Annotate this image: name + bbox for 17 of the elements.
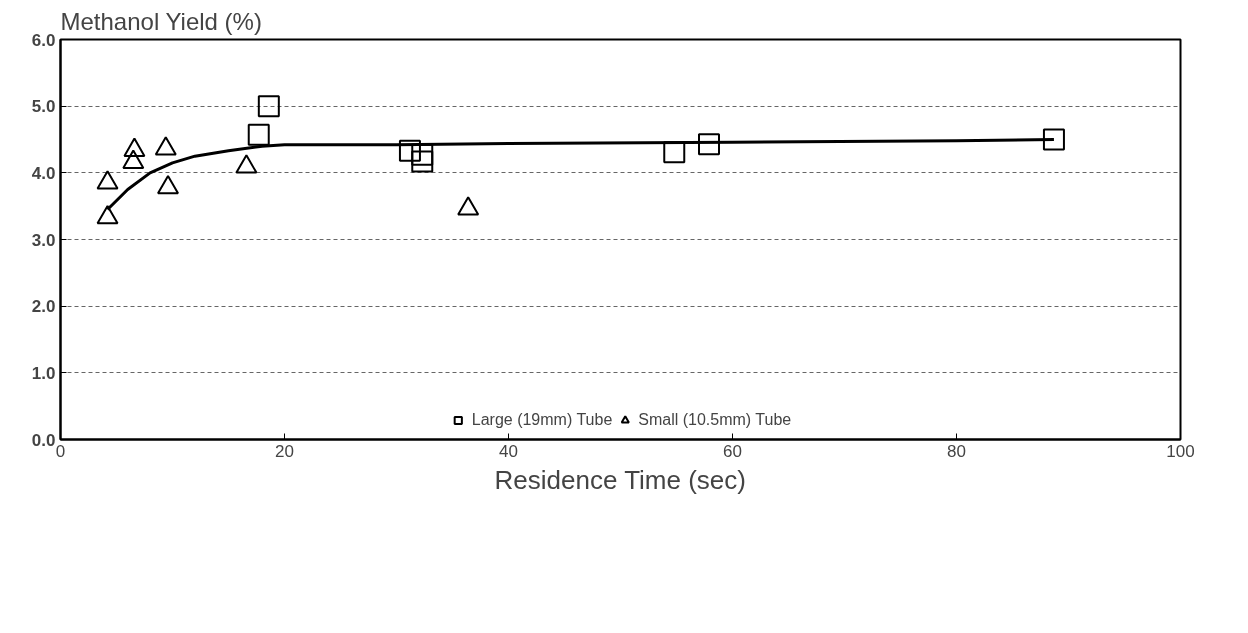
y-tick-label: 4.0 (31, 163, 56, 183)
legend-label: Large (19mm) Tube (471, 411, 613, 429)
y-tick-label: 3.0 (31, 230, 56, 250)
x-tick-label: 100 (1166, 441, 1195, 461)
x-tick-label: 40 (499, 441, 518, 461)
legend-label: Small (10.5mm) Tube (638, 411, 792, 429)
y-tick-label: 5.0 (31, 97, 56, 117)
y-tick-label: 1.0 (31, 363, 56, 383)
x-tick-label: 60 (723, 441, 742, 461)
x-axis-title: Residence Time (sec) (494, 464, 746, 495)
x-tick-label: 80 (947, 441, 966, 461)
y-tick-label: 0.0 (31, 430, 56, 450)
x-tick-label: 20 (275, 441, 294, 461)
y-tick-label: 2.0 (31, 297, 56, 317)
x-tick-label: 0 (55, 441, 66, 461)
y-tick-label: 6.0 (31, 30, 56, 50)
chart-title: Methanol Yield (%) (60, 7, 262, 35)
